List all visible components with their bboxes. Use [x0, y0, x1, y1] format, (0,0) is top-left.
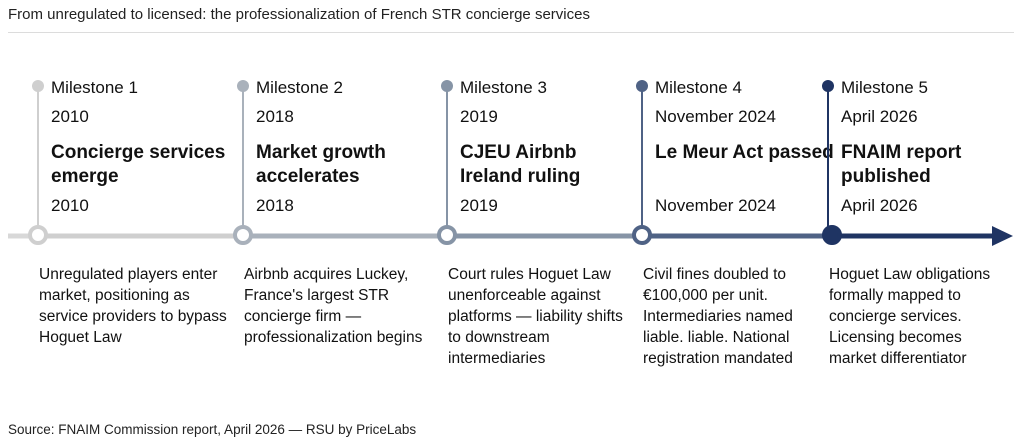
milestone-3-label: Milestone 3 — [460, 78, 547, 97]
milestone-5-marker-dot — [821, 80, 834, 92]
milestone-2-date: 2018 — [256, 196, 294, 215]
milestone-2-node — [233, 225, 253, 245]
milestone-2-label: Milestone 2 — [256, 78, 343, 97]
milestone-5-heading: FNAIM report published — [841, 142, 962, 187]
timeline-axis — [8, 226, 1013, 246]
milestone-3-year: 2019 — [460, 107, 498, 126]
milestone-4-guide-line — [641, 88, 643, 228]
milestone-4-description: Civil fines doubled to €100,000 per unit… — [643, 266, 793, 367]
milestone-2-heading: Market growth accelerates — [256, 142, 386, 187]
milestone-5-date: April 2026 — [841, 196, 918, 215]
milestone-4-marker-dot — [635, 80, 648, 92]
title-divider — [8, 32, 1014, 33]
milestone-5-year: April 2026 — [841, 107, 918, 126]
milestone-3-heading: CJEU Airbnb Ireland ruling — [460, 142, 581, 187]
milestone-4-date: November 2024 — [655, 196, 776, 215]
milestone-1-label: Milestone 1 — [51, 78, 138, 97]
milestone-3-guide-line — [446, 88, 448, 228]
milestone-5-guide-line — [827, 88, 829, 228]
milestone-4-node — [632, 225, 652, 245]
milestone-5-node — [822, 225, 842, 245]
milestone-5-label: Milestone 5 — [841, 78, 928, 97]
milestone-3-marker-dot — [440, 80, 453, 92]
milestone-4-label: Milestone 4 — [655, 78, 742, 97]
milestone-5-description: Hoguet Law obligations formally mapped t… — [829, 266, 991, 367]
milestone-3-node — [437, 225, 457, 245]
milestone-1-marker-dot — [31, 80, 44, 92]
milestone-2-year: 2018 — [256, 107, 294, 126]
milestone-1-description: Unregulated players enter market, positi… — [39, 266, 227, 346]
milestone-2-guide-line — [242, 88, 244, 228]
milestone-1-heading: Concierge services emerge — [51, 142, 226, 187]
chart-title: From unregulated to licensed: the profes… — [8, 6, 590, 23]
milestone-1-date: 2010 — [51, 196, 89, 215]
milestone-2-marker-dot — [236, 80, 249, 92]
milestone-1-node — [28, 225, 48, 245]
milestone-1-guide-line — [37, 88, 39, 228]
milestone-3-description: Court rules Hoguet Law unenforceable aga… — [448, 266, 623, 367]
milestone-4-year: November 2024 — [655, 107, 776, 126]
timeline-arrowhead — [992, 226, 1013, 246]
milestone-1-year: 2010 — [51, 107, 89, 126]
milestone-3-date: 2019 — [460, 196, 498, 215]
milestone-2-description: Airbnb acquires Luckey, France's largest… — [244, 266, 423, 346]
source-note: Source: FNAIM Commission report, April 2… — [8, 422, 417, 437]
milestone-4-heading: Le Meur Act passed — [655, 142, 834, 163]
